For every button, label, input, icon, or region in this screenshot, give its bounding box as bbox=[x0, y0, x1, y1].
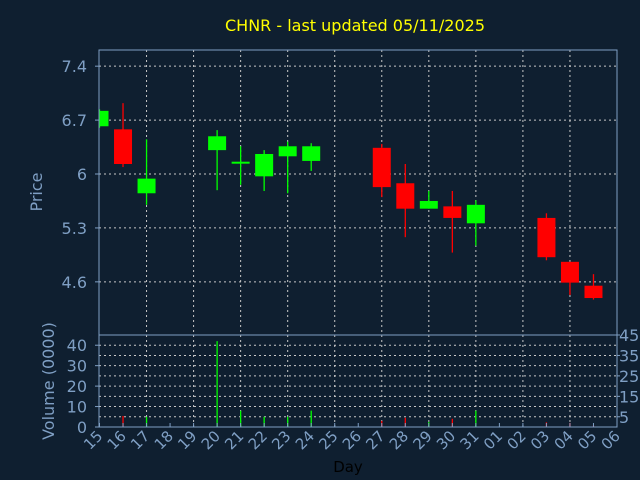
volume-tick-label: 20 bbox=[67, 377, 87, 396]
price-tick-label: 5.3 bbox=[62, 219, 87, 238]
x-axis-label: Day bbox=[333, 458, 363, 476]
volume-tick-label: 15 bbox=[619, 387, 639, 406]
candle-body bbox=[372, 147, 391, 188]
day-tick-label: 05 bbox=[574, 427, 600, 453]
day-tick-label: 02 bbox=[504, 427, 530, 453]
volume-tick-label: 45 bbox=[619, 326, 639, 345]
volume-tick-label: 25 bbox=[619, 367, 639, 386]
candle-body bbox=[466, 204, 485, 224]
day-tick-label: 22 bbox=[245, 427, 271, 453]
day-tick-label: 16 bbox=[104, 427, 130, 453]
day-tick-label: 01 bbox=[480, 427, 506, 453]
volume-axis-label: Volume (0000) bbox=[39, 322, 58, 440]
day-tick-label: 21 bbox=[221, 427, 247, 453]
day-tick-label: 03 bbox=[527, 427, 553, 453]
volume-tick-label: 40 bbox=[67, 336, 87, 355]
candle-body bbox=[208, 136, 227, 151]
volume-tick-label: 10 bbox=[67, 398, 87, 417]
price-tick-label: 6.7 bbox=[62, 111, 87, 130]
volume-tick-label: 30 bbox=[67, 357, 87, 376]
candle-body bbox=[231, 161, 250, 164]
candle-body bbox=[302, 146, 321, 161]
volume-tick-label: 35 bbox=[619, 346, 639, 365]
candle-body bbox=[443, 206, 462, 218]
volume-tick-label: 0 bbox=[77, 418, 87, 437]
day-tick-label: 24 bbox=[292, 427, 318, 453]
price-tick-label: 4.6 bbox=[62, 273, 87, 292]
day-tick-label: 27 bbox=[362, 427, 388, 453]
day-tick-label: 04 bbox=[551, 427, 577, 453]
volume-tick-label: 5 bbox=[619, 408, 629, 427]
day-tick-label: 23 bbox=[268, 427, 294, 453]
candle-body bbox=[537, 217, 556, 258]
day-tick-label: 17 bbox=[127, 427, 153, 453]
day-tick-label: 26 bbox=[339, 427, 365, 453]
day-tick-label: 30 bbox=[433, 427, 459, 453]
price-tick-label: 7.4 bbox=[62, 57, 87, 76]
candle-body bbox=[396, 183, 415, 209]
day-tick-label: 19 bbox=[174, 427, 200, 453]
day-tick-label: 06 bbox=[598, 427, 624, 453]
candle-body bbox=[137, 178, 156, 194]
price-axis-label: Price bbox=[27, 172, 46, 211]
price-plot-frame bbox=[98, 49, 618, 336]
candle-body bbox=[114, 129, 133, 164]
day-tick-label: 25 bbox=[315, 427, 341, 453]
grid bbox=[99, 50, 617, 427]
candle-body bbox=[278, 146, 297, 157]
day-tick-label: 20 bbox=[198, 427, 224, 453]
candle-body bbox=[99, 110, 109, 127]
day-tick-label: 18 bbox=[151, 427, 177, 453]
price-tick-label: 6 bbox=[77, 165, 87, 184]
day-tick-label: 28 bbox=[386, 427, 412, 453]
day-tick-label: 31 bbox=[456, 427, 482, 453]
candle-body bbox=[255, 153, 274, 177]
volume-plot-frame bbox=[98, 334, 618, 428]
candles bbox=[99, 103, 603, 300]
candle-body bbox=[584, 285, 603, 299]
candle-body bbox=[560, 261, 579, 283]
volume-bars bbox=[122, 341, 595, 427]
day-tick-label: 29 bbox=[409, 427, 435, 453]
chart-title: CHNR - last updated 05/11/2025 bbox=[225, 16, 485, 35]
candle-body bbox=[419, 200, 438, 209]
